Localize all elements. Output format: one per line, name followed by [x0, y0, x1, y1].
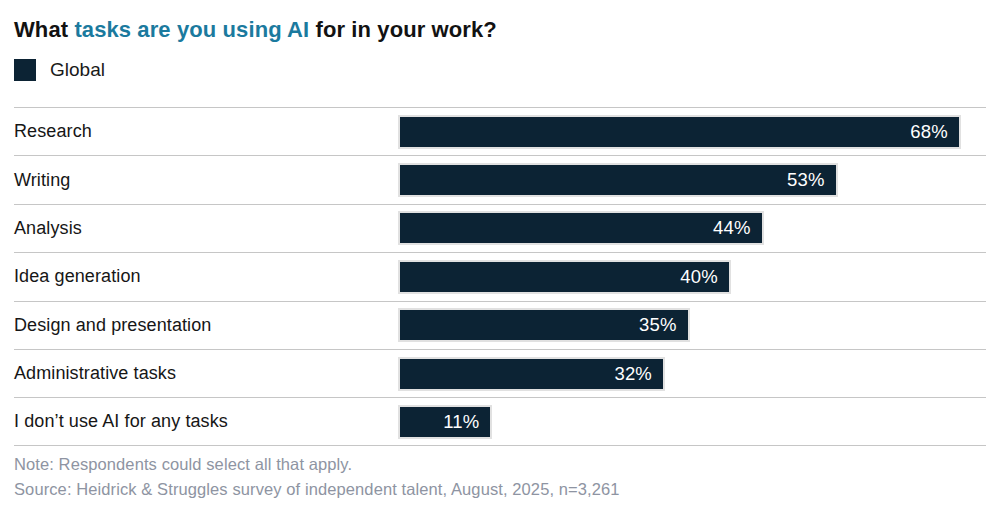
task-bar: 11%	[400, 407, 490, 437]
task-value: 44%	[713, 217, 751, 239]
task-label: Research	[14, 121, 400, 142]
task-value: 68%	[910, 121, 948, 143]
task-row: Design and presentation 35%	[14, 301, 986, 349]
task-value: 40%	[680, 266, 718, 288]
task-value: 11%	[443, 411, 479, 433]
title-part-accent: tasks are you using AI	[74, 17, 309, 42]
task-row: I don’t use AI for any tasks 11%	[14, 397, 986, 445]
task-row: Administrative tasks 32%	[14, 349, 986, 397]
task-value: 32%	[614, 363, 652, 385]
chart-title: What tasks are you using AI for in your …	[14, 16, 986, 44]
chart-footer: Note: Respondents could select all that …	[14, 452, 986, 502]
task-bar: 44%	[400, 213, 762, 243]
task-label: Administrative tasks	[14, 363, 400, 384]
title-part-1: What	[14, 17, 74, 42]
legend: Global	[14, 59, 986, 81]
task-label: I don’t use AI for any tasks	[14, 411, 400, 432]
chart-rows: Research 68% Writing 53% Analysis 44% Id…	[14, 107, 986, 446]
task-bar: 68%	[400, 117, 959, 147]
legend-label-global: Global	[50, 59, 105, 81]
task-label: Analysis	[14, 218, 400, 239]
task-bar: 32%	[400, 359, 663, 389]
title-part-3: for in your work?	[309, 17, 497, 42]
task-row: Idea generation 40%	[14, 252, 986, 300]
task-label: Design and presentation	[14, 315, 400, 336]
task-label: Writing	[14, 170, 400, 191]
task-value: 53%	[787, 169, 825, 191]
footer-source: Source: Heidrick & Struggles survey of i…	[14, 477, 986, 502]
footer-note: Note: Respondents could select all that …	[14, 452, 986, 477]
task-row: Research 68%	[14, 107, 986, 155]
task-bar: 40%	[400, 262, 729, 292]
legend-swatch-global	[14, 59, 36, 81]
task-row: Analysis 44%	[14, 204, 986, 252]
task-value: 35%	[639, 314, 677, 336]
task-label: Idea generation	[14, 266, 400, 287]
task-row: Writing 53%	[14, 155, 986, 203]
chart-container: What tasks are you using AI for in your …	[0, 0, 1000, 523]
task-bar: 53%	[400, 165, 836, 195]
task-bar: 35%	[400, 310, 688, 340]
